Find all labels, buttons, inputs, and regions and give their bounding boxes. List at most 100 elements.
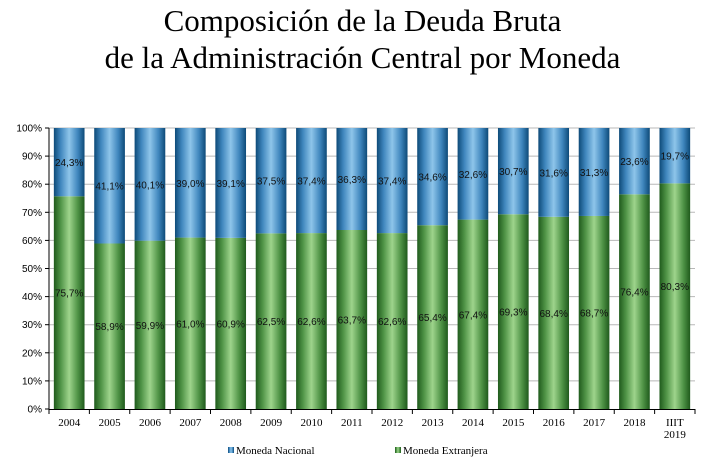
- bar-moneda-extranjera: [497, 214, 529, 409]
- data-label-moneda-nacional: 37,5%: [257, 177, 285, 188]
- legend-swatch: [228, 447, 234, 453]
- x-tick-label: 2009: [260, 417, 283, 429]
- chart-title: Composición de la Deuda Bruta de la Admi…: [0, 2, 725, 76]
- chart-title-line-2: de la Administración Central por Moneda: [104, 40, 621, 75]
- bar-moneda-nacional: [578, 128, 610, 216]
- y-tick-label: 0%: [28, 405, 43, 416]
- data-label-moneda-extranjera: 65,4%: [418, 313, 446, 324]
- data-label-moneda-nacional: 40,1%: [136, 180, 164, 191]
- legend-swatch: [395, 447, 401, 453]
- x-tick-label: 2011: [341, 417, 363, 429]
- bar-moneda-nacional: [497, 128, 529, 215]
- data-label-moneda-extranjera: 63,7%: [338, 316, 366, 327]
- x-tick-label: 2010: [300, 417, 323, 429]
- bar-moneda-extranjera: [215, 237, 247, 409]
- data-label-moneda-extranjera: 62,5%: [257, 317, 285, 328]
- bar-moneda-extranjera: [336, 230, 368, 409]
- x-tick-label: 2018: [623, 417, 646, 429]
- data-label-moneda-nacional: 31,3%: [580, 168, 608, 179]
- x-tick-label: 2014: [462, 417, 485, 429]
- bar-moneda-nacional: [417, 128, 448, 226]
- bar-moneda-extranjera: [296, 233, 327, 409]
- chart-title-line-1: Composición de la Deuda Bruta: [163, 3, 562, 38]
- x-tick-label: 2012: [381, 417, 403, 429]
- data-label-moneda-nacional: 41,1%: [95, 182, 123, 193]
- x-tick-label: 2007: [179, 417, 202, 429]
- x-tick-label: 2013: [422, 417, 445, 429]
- legend-label: Moneda Extranjera: [403, 445, 488, 457]
- bar-moneda-nacional: [336, 128, 368, 231]
- bar-moneda-extranjera: [457, 219, 489, 409]
- y-tick-label: 30%: [22, 320, 42, 331]
- bar-moneda-nacional: [215, 128, 247, 238]
- x-tick-label: 2004: [58, 417, 81, 429]
- bar-moneda-nacional: [538, 128, 570, 217]
- bar-moneda-nacional: [659, 128, 691, 184]
- data-label-moneda-nacional: 19,7%: [661, 152, 689, 163]
- bar-moneda-extranjera: [578, 215, 610, 409]
- bar-moneda-nacional: [296, 128, 327, 234]
- y-tick-label: 40%: [22, 292, 42, 303]
- axes: 0% 10% 20% 30% 40% 50% 60% 70% 80% 90% 100% 2004 200…: [16, 124, 696, 441]
- data-label-moneda-extranjera: 58,9%: [95, 322, 123, 333]
- bar-moneda-extranjera: [376, 233, 408, 409]
- data-label-moneda-extranjera: 67,4%: [459, 310, 487, 321]
- x-tick-label: 2008: [220, 417, 243, 429]
- data-label-moneda-nacional: 36,3%: [338, 175, 366, 186]
- bar-moneda-nacional: [53, 128, 85, 197]
- legend-label: Moneda Nacional: [236, 445, 315, 457]
- bar-moneda-extranjera: [255, 233, 287, 409]
- data-label-moneda-extranjera: 80,3%: [661, 282, 689, 293]
- bar-moneda-extranjera: [174, 237, 206, 409]
- data-label-moneda-nacional: 30,7%: [499, 167, 527, 178]
- x-tick-label: 2019: [664, 429, 687, 441]
- data-label-moneda-nacional: 32,6%: [459, 170, 487, 181]
- data-label-moneda-extranjera: 61,0%: [176, 319, 204, 330]
- bar-moneda-extranjera: [538, 216, 570, 409]
- data-label-moneda-extranjera: 76,4%: [620, 288, 648, 299]
- bar-moneda-extranjera: [619, 194, 650, 409]
- data-label-moneda-extranjera: 69,3%: [499, 308, 527, 319]
- x-tick-label: IIIT: [666, 417, 684, 429]
- data-label-moneda-extranjera: 62,6%: [378, 317, 406, 328]
- bar-moneda-extranjera: [53, 196, 85, 409]
- bar-moneda-nacional: [376, 128, 408, 234]
- bar-moneda-extranjera: [94, 243, 125, 409]
- data-label-moneda-nacional: 37,4%: [297, 177, 325, 188]
- data-label-moneda-extranjera: 68,7%: [580, 308, 608, 319]
- legend: Moneda Nacional Moneda Extranjera: [228, 445, 488, 457]
- bars: [53, 128, 691, 409]
- bar-moneda-extranjera: [417, 225, 448, 409]
- y-tick-label: 80%: [22, 180, 42, 191]
- data-label-moneda-extranjera: 68,4%: [540, 309, 568, 320]
- data-label-moneda-nacional: 24,3%: [55, 158, 83, 169]
- y-tick-label: 100%: [16, 124, 42, 135]
- y-tick-label: 10%: [22, 376, 42, 387]
- data-labels: 75,7% 24,3% 58,9% 41,1% 59,9% 40,1% 61,0% 39,0%…: [55, 152, 689, 334]
- bar-moneda-nacional: [174, 128, 206, 238]
- data-label-moneda-extranjera: 75,7%: [55, 289, 83, 300]
- bar-moneda-extranjera: [134, 240, 166, 409]
- bar-moneda-nacional: [619, 128, 650, 195]
- y-tick-label: 50%: [22, 264, 42, 275]
- bar-moneda-nacional: [255, 128, 287, 234]
- data-label-moneda-nacional: 34,6%: [418, 173, 446, 184]
- x-tick-label: 2005: [99, 417, 122, 429]
- x-tick-label: 2015: [502, 417, 525, 429]
- bar-moneda-extranjera: [659, 183, 691, 409]
- y-tick-label: 20%: [22, 348, 42, 359]
- y-tick-label: 90%: [22, 152, 42, 163]
- bar-moneda-nacional: [457, 128, 489, 220]
- x-tick-label: 2017: [583, 417, 606, 429]
- y-tick-label: 70%: [22, 208, 42, 219]
- data-label-moneda-extranjera: 59,9%: [136, 321, 164, 332]
- data-label-moneda-nacional: 31,6%: [540, 168, 568, 179]
- data-label-moneda-nacional: 39,0%: [176, 179, 204, 190]
- data-label-moneda-extranjera: 62,6%: [297, 317, 325, 328]
- bar-moneda-nacional: [134, 128, 166, 241]
- y-tick-label: 60%: [22, 236, 42, 247]
- x-tick-label: 2016: [543, 417, 566, 429]
- bar-moneda-nacional: [94, 128, 125, 244]
- data-label-moneda-nacional: 37,4%: [378, 177, 406, 188]
